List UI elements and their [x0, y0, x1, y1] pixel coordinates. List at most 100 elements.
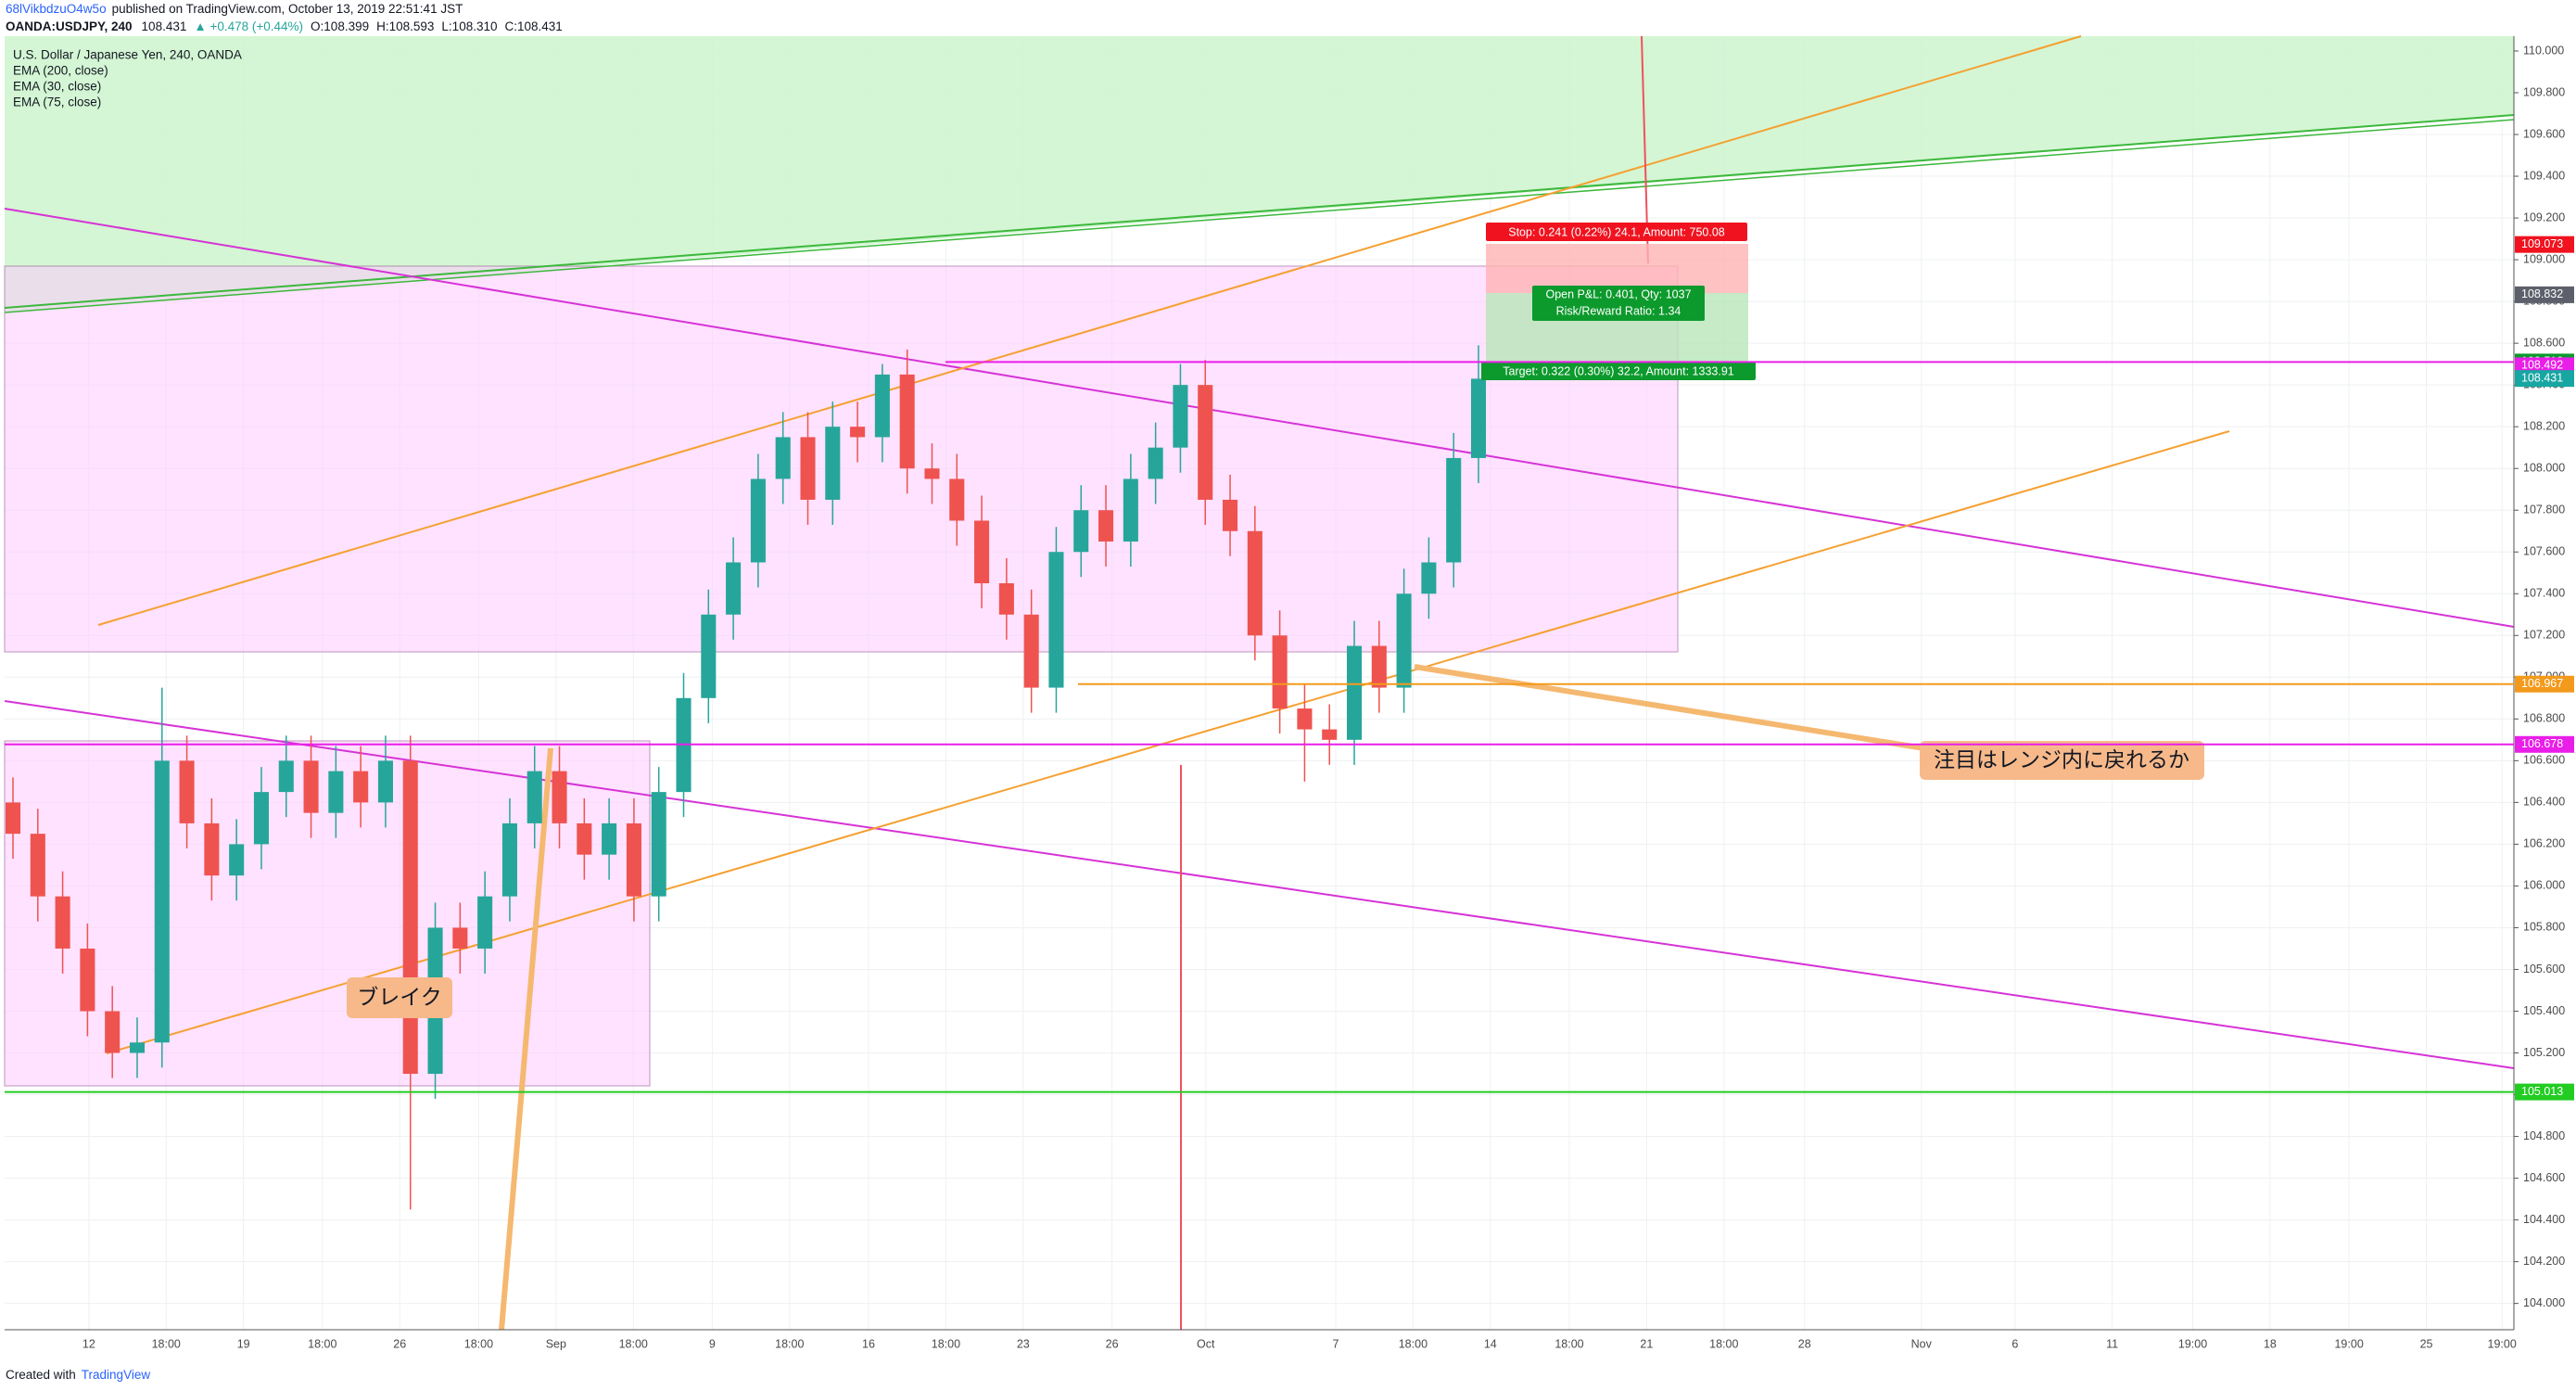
price-label-bg: [2515, 675, 2574, 693]
stop-label-bg: [1486, 223, 1747, 241]
annotation-box: [1920, 741, 2204, 780]
stop-label: Stop: 0.241 (0.22%) 24.1, Amount: 750.08: [1508, 225, 1725, 238]
callout-line: [499, 747, 553, 1331]
x-tick-label: 18: [2264, 1337, 2277, 1350]
candle-body: [278, 760, 294, 793]
trend-line: [4, 700, 2515, 1069]
candle-body: [229, 844, 245, 876]
x-tick-label: Sep: [546, 1337, 566, 1350]
candle-body: [477, 896, 493, 949]
green-zone: [5, 36, 2514, 312]
candle-body: [377, 760, 393, 803]
ohlc: H:108.593: [376, 19, 434, 33]
candle-body: [602, 823, 617, 855]
user[interactable]: 68lVikbdzuO4w5o: [6, 2, 107, 16]
callout-line: [1414, 664, 1925, 751]
price-label-bg: [2515, 286, 2574, 303]
candle-body: [651, 792, 666, 897]
candle-body: [750, 478, 766, 563]
candle-body: [924, 468, 940, 479]
y-tick-label: 106.000: [2523, 879, 2565, 892]
candle-body: [1446, 457, 1462, 563]
y-tick-label: 109.600: [2523, 127, 2565, 140]
x-tick-label: 18:00: [1554, 1337, 1583, 1350]
x-tick-label: 26: [1106, 1337, 1119, 1350]
x-tick-label: 18:00: [1709, 1337, 1738, 1350]
candle-body: [1173, 385, 1188, 448]
y-tick-label: 106.400: [2523, 796, 2565, 809]
x-tick-label: 26: [393, 1337, 406, 1350]
candle-body: [353, 771, 369, 803]
price-label: 108.492: [2521, 359, 2563, 372]
price-label-bg: [2515, 1083, 2574, 1101]
candle-body: [1023, 614, 1039, 688]
candle-body: [1048, 552, 1064, 688]
x-tick-label: 19:00: [2488, 1337, 2517, 1350]
trend-line: [4, 114, 2515, 309]
x-tick-label: 14: [1484, 1337, 1497, 1350]
footer-brand[interactable]: TradingView: [82, 1368, 151, 1382]
y-tick-label: 106.600: [2523, 754, 2565, 767]
candle-body: [577, 823, 592, 855]
range-box: [4, 265, 1679, 653]
y-tick-label: 109.400: [2523, 169, 2565, 182]
symbol: OANDA:USDJPY, 240: [6, 19, 133, 33]
candle-body: [701, 614, 717, 698]
candle-body: [974, 520, 990, 584]
y-tick-label: 104.400: [2523, 1213, 2565, 1226]
candle-body: [1470, 378, 1487, 458]
y-tick-label: 109.800: [2523, 85, 2565, 98]
candle-body: [1297, 708, 1313, 730]
candle-body: [552, 771, 567, 823]
y-tick-label: 104.800: [2523, 1129, 2565, 1142]
price-label-bg: [2515, 370, 2574, 388]
y-tick-label: 107.400: [2523, 587, 2565, 600]
published: published on TradingView.com, October 13…: [112, 2, 463, 16]
price-label: 108.431: [2521, 371, 2563, 384]
x-tick-label: 18:00: [932, 1337, 960, 1350]
candle-body: [998, 583, 1014, 615]
y-tick-label: 108.200: [2523, 419, 2565, 432]
candle-body: [501, 823, 517, 897]
x-tick-label: 18:00: [308, 1337, 336, 1350]
trend-line: [4, 208, 2515, 628]
candle-body: [1396, 593, 1412, 688]
candle-body: [105, 1011, 121, 1053]
candle-body: [726, 562, 742, 615]
candle-body: [800, 437, 816, 500]
x-tick-label: Oct: [1197, 1337, 1215, 1350]
candle-body: [899, 374, 915, 469]
candle-body: [1346, 645, 1363, 740]
x-tick-label: 19:00: [2178, 1337, 2207, 1350]
symbol-line: OANDA:USDJPY, 240 108.431 ▲ +0.478 (+0.44%…: [6, 19, 563, 33]
x-tick-label: 19:00: [2334, 1337, 2363, 1350]
x-tick-label: 19: [237, 1337, 250, 1350]
x-tick-label: 16: [862, 1337, 875, 1350]
candle-body: [452, 927, 468, 949]
trend-line: [4, 119, 2515, 313]
x-tick-label: 6: [2011, 1337, 2018, 1350]
x-tick-label: 21: [1640, 1337, 1653, 1350]
candle-body: [1371, 645, 1387, 688]
y-tick-label: 109.000: [2523, 252, 2565, 265]
y-tick-label: 104.000: [2523, 1296, 2565, 1309]
y-tick-label: 104.200: [2523, 1255, 2565, 1268]
candle-body: [55, 896, 70, 949]
legend-item: U.S. Dollar / Japanese Yen, 240, OANDA: [13, 48, 242, 62]
pnl-label: Open P&L: 0.401, Qty: 1037: [1545, 287, 1691, 300]
y-tick-label: 110.000: [2523, 44, 2564, 57]
header-line: 68lVikbdzuO4w5o published on TradingView.…: [6, 2, 463, 16]
x-tick-label: 11: [2106, 1337, 2118, 1350]
candle-body: [328, 771, 344, 813]
candle-body: [179, 760, 195, 823]
y-tick-label: 105.600: [2523, 963, 2565, 976]
x-tick-label: 9: [709, 1337, 716, 1350]
x-tick-label: 18:00: [152, 1337, 181, 1350]
candle-body: [154, 760, 170, 1043]
candle-body: [825, 427, 841, 500]
candle-body: [874, 374, 890, 438]
candle-body: [1073, 510, 1089, 553]
x-tick-label: 12: [82, 1337, 95, 1350]
y-tick-label: 107.800: [2523, 504, 2565, 516]
